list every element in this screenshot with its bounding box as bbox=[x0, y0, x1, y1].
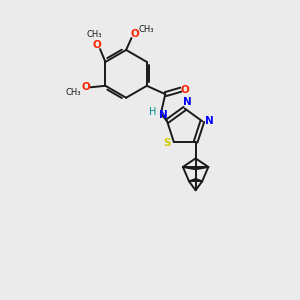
Text: O: O bbox=[180, 85, 189, 95]
Text: S: S bbox=[164, 139, 171, 148]
Text: O: O bbox=[82, 82, 90, 92]
Text: CH₃: CH₃ bbox=[139, 26, 154, 34]
Text: N: N bbox=[183, 97, 191, 107]
Text: N: N bbox=[159, 110, 168, 120]
Text: H: H bbox=[149, 107, 156, 117]
Text: O: O bbox=[130, 28, 139, 38]
Text: O: O bbox=[93, 40, 101, 50]
Text: CH₃: CH₃ bbox=[86, 30, 102, 39]
Text: CH₃: CH₃ bbox=[66, 88, 81, 97]
Text: N: N bbox=[205, 116, 213, 126]
